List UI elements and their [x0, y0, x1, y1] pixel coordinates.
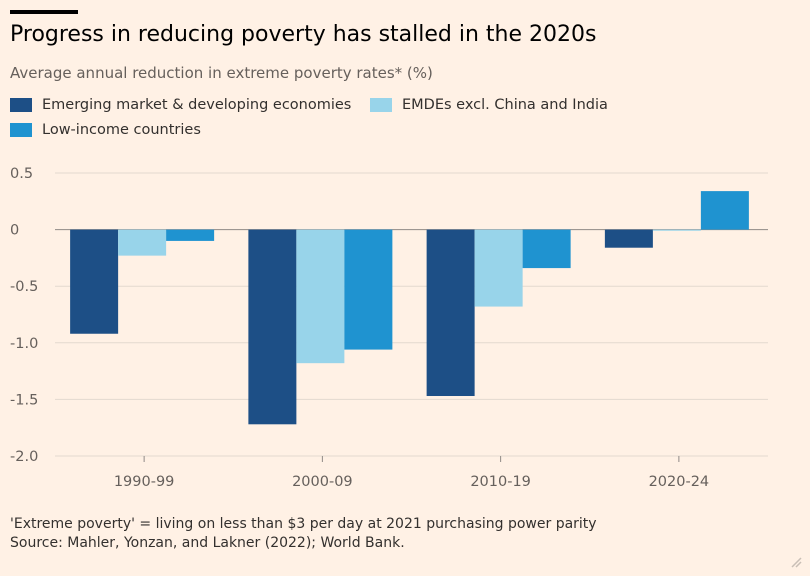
y-tick-label: 0.5	[10, 166, 33, 182]
bar-chart: 0.5 0 -0.5 -1.0 -1.5 -2.0 1990-99 2000-09 2010-1…	[10, 166, 768, 490]
chart-title: Progress in reducing poverty has stalled…	[10, 22, 597, 47]
legend-item-emde-excl: EMDEs excl. China and India	[370, 97, 608, 113]
chart-subtitle: Average annual reduction in extreme pove…	[10, 64, 433, 82]
y-tick-label: -2.0	[10, 449, 38, 465]
x-tick-label: 2000-09	[292, 474, 353, 490]
legend: Emerging market & developing economies E…	[10, 97, 800, 147]
footnote: 'Extreme poverty' = living on less than …	[10, 515, 597, 553]
x-tick-label: 2020-24	[649, 474, 710, 490]
legend-item-emde: Emerging market & developing economies	[10, 97, 351, 113]
bar	[296, 229, 345, 364]
legend-item-low-income: Low-income countries	[10, 122, 201, 138]
legend-label-low-income: Low-income countries	[42, 122, 201, 138]
y-tick-label: 0	[10, 223, 19, 239]
bar	[522, 229, 571, 269]
bar	[118, 229, 167, 256]
bar	[652, 229, 701, 231]
footnote-definition: 'Extreme poverty' = living on less than …	[10, 516, 597, 532]
bar	[248, 229, 297, 425]
legend-swatch-emde-excl	[370, 98, 392, 112]
bar	[604, 229, 653, 248]
x-tick-label: 1990-99	[114, 474, 175, 490]
bar	[70, 229, 119, 334]
legend-label-emde-excl: EMDEs excl. China and India	[402, 97, 608, 113]
bar	[344, 229, 393, 350]
legend-swatch-low-income	[10, 123, 32, 137]
legend-swatch-emde	[10, 98, 32, 112]
resize-corner-icon	[791, 557, 802, 568]
x-tick-label: 2010-19	[470, 474, 531, 490]
y-tick-label: -1.5	[10, 392, 38, 408]
bar	[166, 229, 215, 241]
footnote-source: Source: Mahler, Yonzan, and Lakner (2022…	[10, 535, 405, 551]
y-tick-label: -1.0	[10, 336, 38, 352]
bar	[700, 191, 749, 230]
top-rule	[10, 10, 78, 14]
bar	[474, 229, 523, 307]
legend-label-emde: Emerging market & developing economies	[42, 97, 352, 113]
bar	[426, 229, 475, 397]
y-tick-label: -0.5	[10, 279, 38, 295]
